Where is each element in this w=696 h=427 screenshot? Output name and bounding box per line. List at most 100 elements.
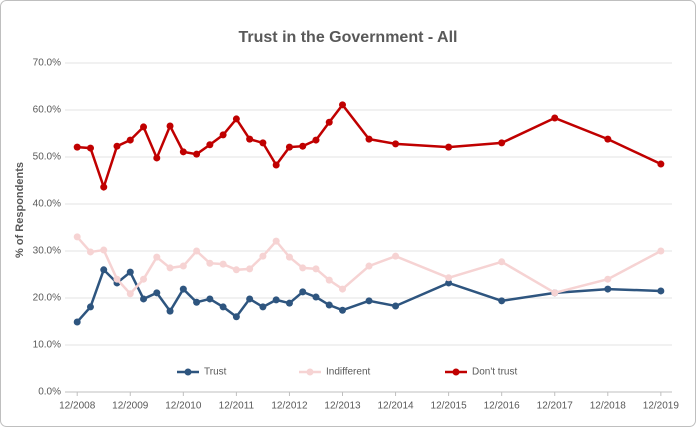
data-point — [73, 318, 81, 326]
data-point — [392, 140, 400, 148]
data-point — [86, 144, 94, 152]
data-point — [113, 275, 121, 283]
legend-marker — [452, 368, 460, 376]
x-tick-label: 12/2008 — [59, 401, 96, 412]
y-tick-label: 60.0% — [33, 105, 61, 116]
data-point — [126, 136, 134, 144]
data-point — [285, 299, 293, 307]
x-tick-label: 12/2012 — [271, 401, 308, 412]
data-point — [246, 265, 254, 273]
data-point — [206, 295, 214, 303]
data-point — [246, 135, 254, 143]
data-point — [193, 298, 201, 306]
data-point — [140, 123, 148, 131]
data-point — [140, 295, 148, 303]
data-point — [325, 118, 333, 126]
y-tick-label: 0.0% — [38, 387, 61, 398]
legend-marker — [306, 368, 314, 376]
data-point — [166, 122, 174, 130]
legend-label: Indifferent — [326, 367, 371, 378]
data-point — [312, 293, 320, 301]
data-point — [166, 264, 174, 272]
data-point — [232, 266, 240, 274]
x-tick-label: 12/2015 — [431, 401, 468, 412]
data-point — [166, 307, 174, 315]
data-point — [498, 258, 506, 266]
y-tick-label: 30.0% — [33, 246, 61, 257]
data-point — [551, 114, 559, 122]
data-point — [153, 154, 161, 162]
x-tick-label: 12/2010 — [165, 401, 202, 412]
x-tick-label: 12/2016 — [484, 401, 521, 412]
data-point — [445, 143, 453, 151]
x-tick-label: 12/2019 — [643, 401, 680, 412]
data-point — [272, 161, 280, 169]
data-point — [339, 285, 347, 293]
data-point — [325, 301, 333, 309]
data-point — [272, 237, 280, 245]
data-point — [657, 287, 665, 295]
data-point — [140, 275, 148, 283]
data-point — [285, 143, 293, 151]
data-point — [551, 289, 559, 297]
data-point — [299, 142, 307, 150]
data-point — [445, 279, 453, 287]
x-tick-label: 12/2013 — [324, 401, 361, 412]
data-point — [100, 266, 108, 274]
y-tick-label: 70.0% — [33, 58, 61, 69]
data-point — [100, 183, 108, 191]
data-point — [113, 142, 121, 150]
legend-marker — [184, 368, 192, 376]
data-point — [325, 276, 333, 284]
chart-title: Trust in the Government - All — [239, 29, 458, 46]
data-point — [498, 139, 506, 147]
data-point — [179, 148, 187, 156]
data-point — [219, 131, 227, 139]
legend-label: Trust — [204, 367, 227, 378]
data-point — [193, 150, 201, 158]
data-point — [272, 296, 280, 304]
x-tick-label: 12/2009 — [112, 401, 149, 412]
data-point — [657, 160, 665, 168]
y-tick-label: 20.0% — [33, 293, 61, 304]
data-point — [193, 247, 201, 255]
data-point — [312, 136, 320, 144]
data-point — [73, 233, 81, 241]
data-point — [206, 259, 214, 267]
x-tick-label: 12/2017 — [537, 401, 574, 412]
data-point — [206, 141, 214, 149]
y-tick-label: 40.0% — [33, 199, 61, 210]
series-line — [76, 236, 662, 296]
data-point — [219, 260, 227, 268]
data-point — [126, 290, 134, 298]
data-point — [365, 135, 373, 143]
data-point — [299, 264, 307, 272]
x-tick-label: 12/2014 — [377, 401, 414, 412]
data-point — [312, 265, 320, 273]
data-point — [285, 253, 293, 261]
data-point — [657, 247, 665, 255]
data-point — [179, 285, 187, 293]
data-point — [604, 285, 612, 293]
legend-label: Don't trust — [472, 367, 517, 378]
data-point — [259, 252, 267, 260]
data-point — [604, 275, 612, 283]
data-point — [445, 274, 453, 282]
data-point — [339, 101, 347, 109]
data-point — [259, 139, 267, 147]
series-line — [77, 102, 662, 192]
y-tick-label: 10.0% — [33, 340, 61, 351]
data-point — [392, 252, 400, 260]
data-point — [392, 302, 400, 310]
data-point — [100, 246, 108, 254]
data-point — [232, 115, 240, 123]
data-point — [339, 306, 347, 314]
data-point — [232, 313, 240, 321]
data-point — [73, 143, 81, 151]
data-point — [179, 262, 187, 270]
data-point — [86, 303, 94, 311]
y-axis-label: % of Respondents — [14, 162, 26, 258]
data-point — [299, 288, 307, 296]
